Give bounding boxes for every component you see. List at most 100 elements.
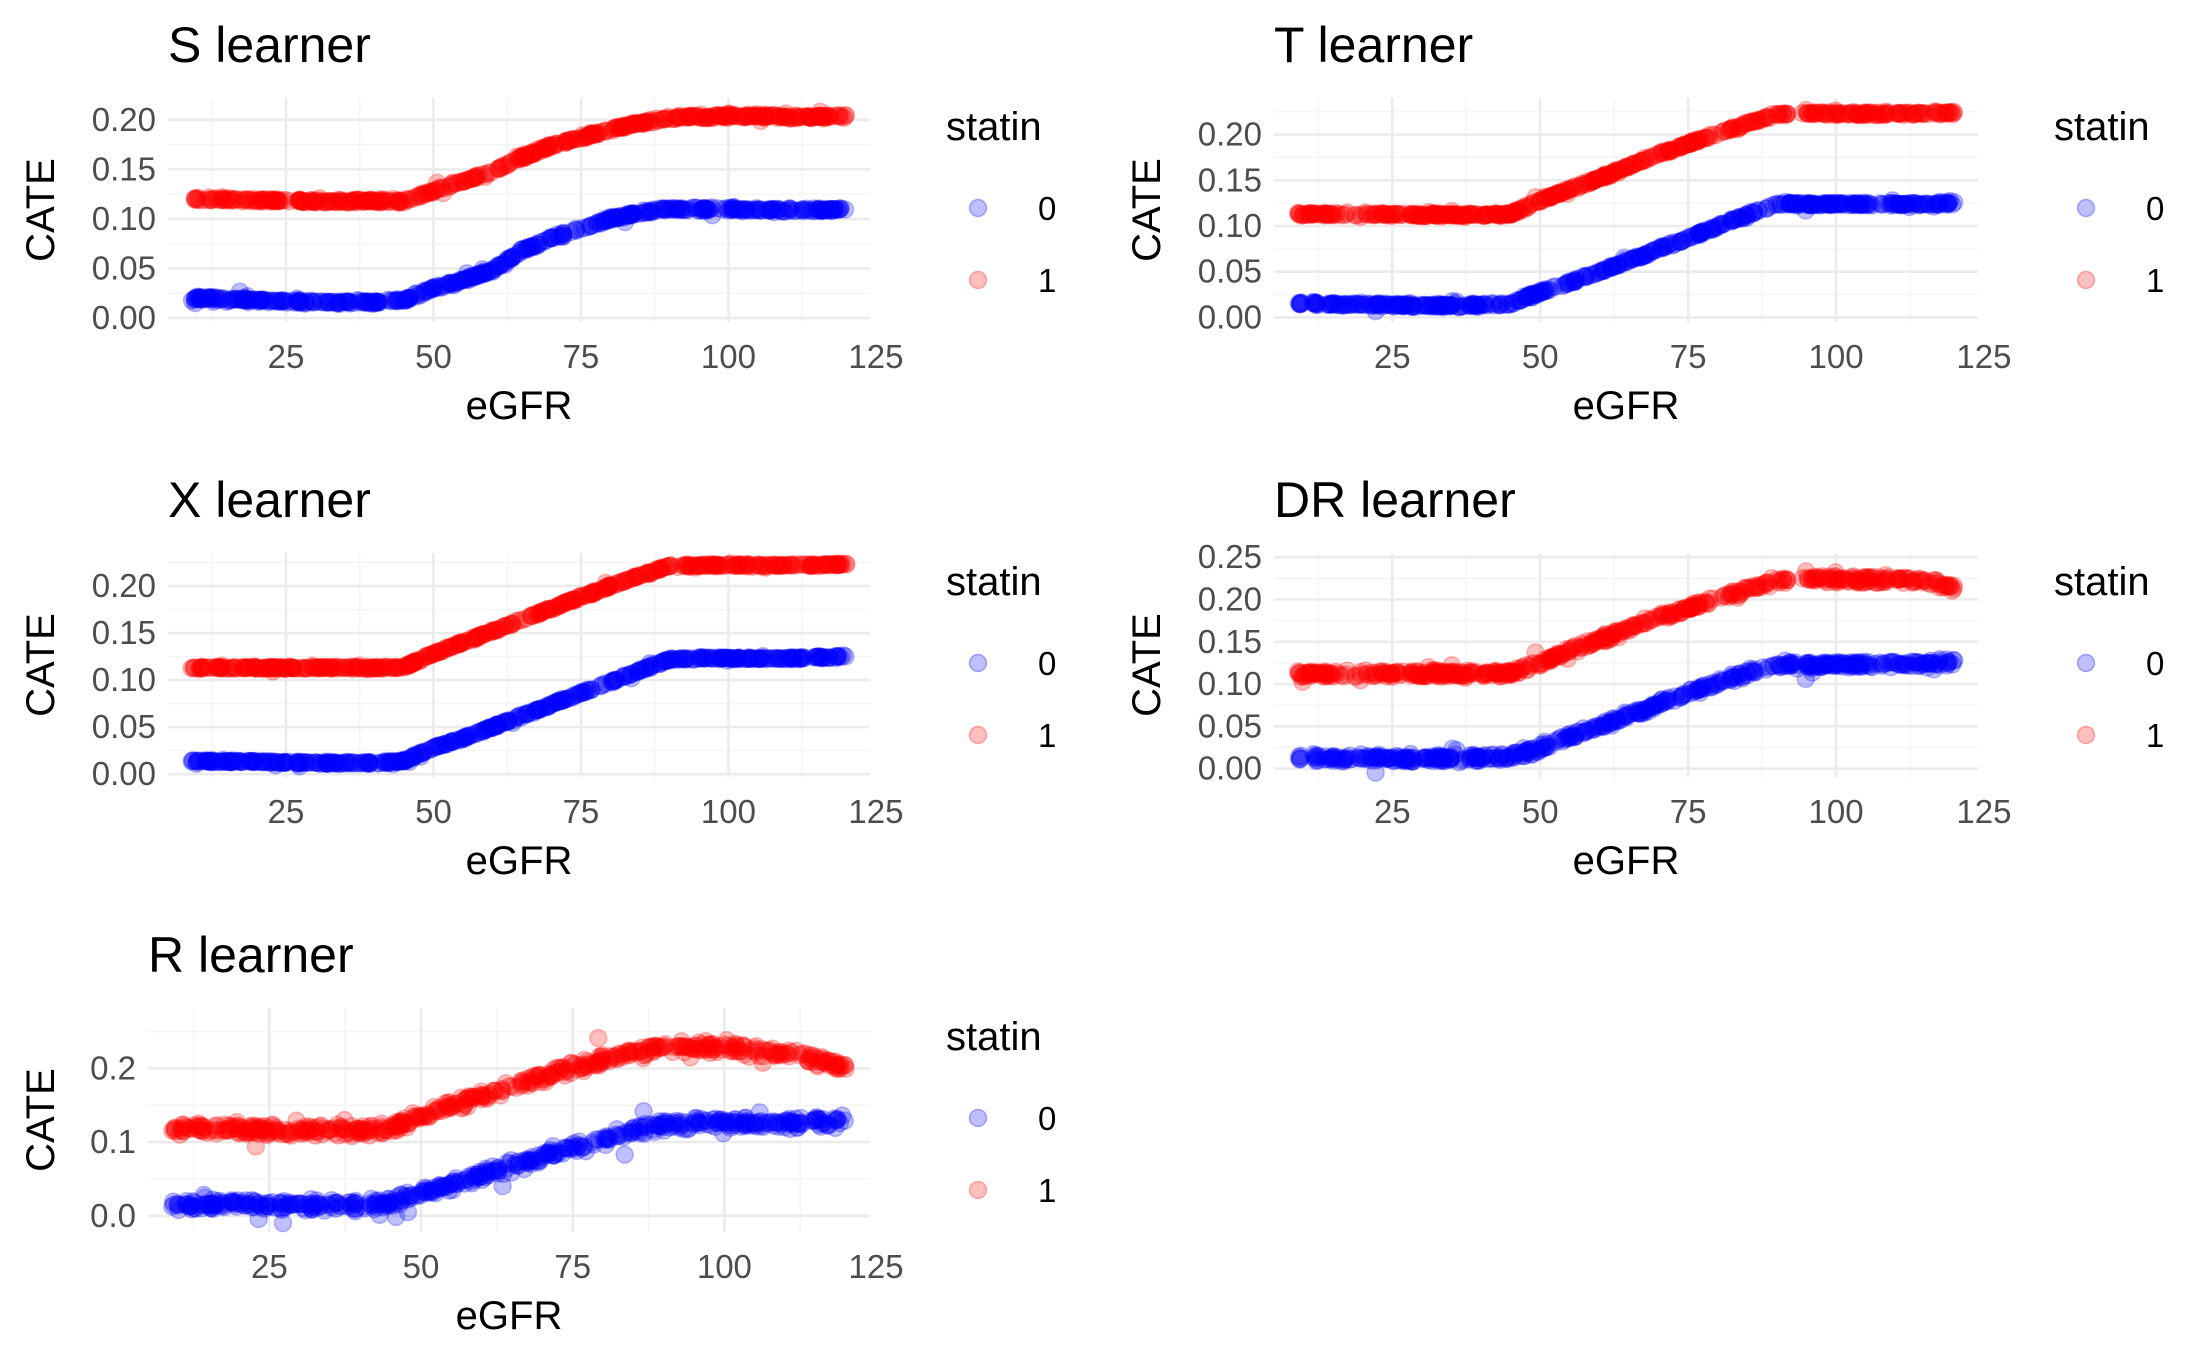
data-point (661, 199, 681, 219)
data-point (288, 292, 307, 312)
data-point (414, 283, 433, 303)
data-point (699, 200, 718, 219)
data-point (813, 200, 833, 220)
data-point (830, 199, 850, 218)
data-point (203, 290, 223, 309)
data-point (676, 200, 696, 219)
data-point (488, 256, 507, 275)
y-tick-label: 0.20 (1198, 116, 1262, 153)
data-point (182, 752, 201, 771)
data-point (652, 200, 672, 219)
data-point (785, 201, 804, 221)
legend-key-0 (2076, 198, 2096, 218)
data-point (579, 217, 599, 237)
data-point (285, 293, 305, 312)
data-point (458, 270, 477, 289)
data-point (696, 555, 716, 575)
data-point (189, 289, 209, 309)
data-point (1584, 717, 1603, 737)
data-point (623, 568, 643, 587)
data-point (719, 200, 738, 219)
data-point (381, 291, 400, 310)
data-point (515, 147, 534, 167)
data-point (522, 236, 542, 256)
data-point (758, 200, 777, 219)
data-point (266, 1198, 285, 1217)
data-point (319, 293, 338, 313)
data-point (744, 200, 764, 220)
data-point (1427, 206, 1447, 225)
data-point (254, 290, 274, 309)
data-point (588, 213, 608, 232)
data-point (387, 291, 407, 311)
x-tick-label: 25 (1374, 793, 1411, 830)
data-point (635, 1124, 654, 1144)
data-point (479, 262, 499, 281)
chart-title: S learner (168, 17, 371, 73)
data-point (207, 189, 226, 209)
data-point (493, 1176, 512, 1196)
data-point (816, 555, 835, 574)
data-point (1943, 195, 1962, 214)
data-point (474, 264, 493, 284)
data-point (1908, 653, 1927, 672)
data-point (459, 268, 479, 287)
data-point (484, 260, 504, 279)
data-point (749, 200, 768, 220)
data-point (615, 212, 635, 232)
data-point (732, 200, 752, 219)
data-point (773, 202, 793, 221)
data-point (464, 266, 483, 286)
data-point (267, 658, 286, 677)
data-point (481, 163, 501, 182)
data-point (559, 131, 578, 151)
data-point (444, 276, 464, 295)
x-axis-title: eGFR (466, 384, 573, 428)
data-point (485, 259, 505, 278)
data-point (1744, 576, 1763, 596)
data-point (253, 290, 273, 310)
data-point (529, 235, 548, 254)
x-tick-label: 75 (1670, 338, 1707, 375)
y-tick-label: 0.25 (1198, 538, 1262, 575)
data-point (306, 193, 325, 212)
data-point (788, 201, 807, 220)
data-point (832, 107, 851, 126)
data-point (267, 291, 287, 311)
data-point (1593, 168, 1613, 187)
data-point (304, 292, 323, 311)
data-point (237, 291, 256, 310)
data-point (743, 200, 763, 220)
data-point (657, 651, 677, 670)
data-point (1796, 100, 1816, 120)
data-point (459, 270, 478, 290)
data-point (235, 289, 255, 308)
data-point (397, 290, 417, 309)
data-point (1332, 296, 1351, 315)
y-tick-label: 0.10 (92, 661, 156, 698)
data-point (655, 200, 675, 220)
data-point (314, 293, 334, 312)
x-tick-label: 125 (848, 793, 903, 830)
legend-label-0: 0 (2146, 190, 2164, 227)
data-point (1878, 568, 1898, 587)
data-point (199, 288, 218, 308)
data-point (831, 199, 850, 218)
data-point (190, 287, 209, 307)
data-point (270, 292, 290, 311)
data-point (199, 289, 218, 308)
y-tick-label: 0.00 (1198, 298, 1262, 335)
data-point (393, 291, 413, 310)
data-point (1435, 665, 1454, 684)
data-point (619, 205, 638, 225)
data-point (744, 105, 763, 125)
data-point (607, 574, 626, 594)
data-point (239, 292, 258, 312)
data-point (313, 753, 332, 772)
data-point (163, 1197, 182, 1216)
data-point (728, 200, 748, 220)
data-point (1631, 247, 1650, 267)
data-point (598, 210, 617, 229)
data-point (575, 218, 595, 238)
